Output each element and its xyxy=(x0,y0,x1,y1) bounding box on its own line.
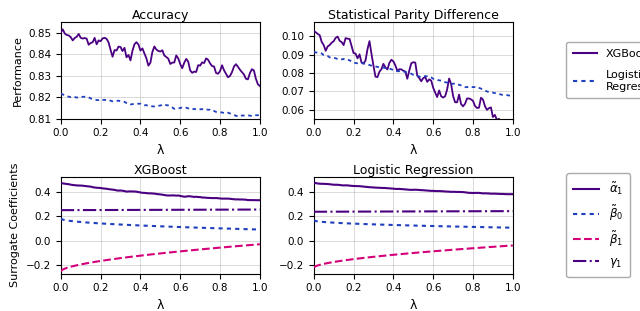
Legend: $\tilde{\alpha}_1$, $\tilde{\beta}_0$, $\tilde{\beta}_1$, $\gamma_1$: $\tilde{\alpha}_1$, $\tilde{\beta}_0$, $… xyxy=(566,173,630,277)
X-axis label: λ: λ xyxy=(157,299,164,311)
Y-axis label: Surrogate Coefficients: Surrogate Coefficients xyxy=(10,163,20,287)
Y-axis label: Performance: Performance xyxy=(12,35,22,106)
X-axis label: λ: λ xyxy=(410,299,417,311)
Title: Accuracy: Accuracy xyxy=(132,9,189,22)
Title: Logistic Regression: Logistic Regression xyxy=(353,164,474,177)
Legend: XGBoost, Logistic
Regression: XGBoost, Logistic Regression xyxy=(566,42,640,98)
X-axis label: λ: λ xyxy=(157,144,164,157)
Title: XGBoost: XGBoost xyxy=(134,164,187,177)
Title: Statistical Parity Difference: Statistical Parity Difference xyxy=(328,9,499,22)
X-axis label: λ: λ xyxy=(410,144,417,157)
